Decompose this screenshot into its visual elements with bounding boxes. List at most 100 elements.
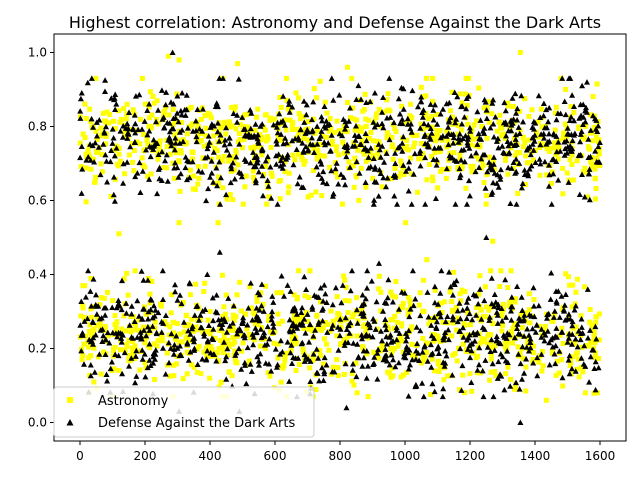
data-point xyxy=(268,115,274,121)
data-point xyxy=(248,368,255,374)
y-tick-label-3: 0.6 xyxy=(28,194,47,208)
data-point xyxy=(508,308,514,314)
data-point xyxy=(119,277,125,284)
data-point xyxy=(455,165,461,170)
data-point xyxy=(258,145,264,151)
data-point xyxy=(540,112,547,119)
data-point xyxy=(451,150,457,156)
data-point xyxy=(239,320,246,326)
data-point xyxy=(102,312,109,318)
data-point xyxy=(170,101,177,107)
data-point xyxy=(167,151,173,157)
data-point xyxy=(594,155,600,161)
data-point xyxy=(136,91,143,98)
data-point xyxy=(126,337,132,343)
data-point xyxy=(310,333,317,339)
data-point xyxy=(162,157,168,164)
data-point xyxy=(437,128,443,133)
data-point xyxy=(130,339,136,344)
data-point xyxy=(209,347,215,353)
data-point xyxy=(483,234,490,240)
data-point xyxy=(290,161,297,168)
data-point xyxy=(455,122,461,128)
data-point xyxy=(284,282,291,288)
data-point xyxy=(109,126,116,132)
data-point xyxy=(174,297,181,303)
data-point xyxy=(253,159,260,165)
data-point xyxy=(217,201,224,207)
data-point xyxy=(86,344,92,350)
data-point xyxy=(490,96,497,103)
data-point xyxy=(504,348,511,354)
data-point xyxy=(508,329,514,335)
data-point xyxy=(124,270,130,276)
data-point xyxy=(205,317,211,323)
data-point xyxy=(242,311,248,317)
data-point xyxy=(330,364,336,370)
data-point xyxy=(474,329,481,336)
data-point xyxy=(587,340,593,346)
data-point xyxy=(149,278,155,284)
data-point xyxy=(505,171,511,177)
data-point xyxy=(357,141,364,147)
data-point xyxy=(191,364,197,370)
data-point xyxy=(311,116,317,122)
data-point xyxy=(435,301,442,307)
data-point xyxy=(123,310,130,316)
data-point xyxy=(377,170,384,176)
data-point xyxy=(596,337,602,343)
data-point xyxy=(285,190,291,196)
data-point xyxy=(107,158,114,165)
data-point xyxy=(589,322,595,328)
data-point xyxy=(193,133,200,140)
data-point xyxy=(152,377,158,382)
data-point xyxy=(154,343,160,349)
data-point xyxy=(524,160,530,166)
data-point xyxy=(343,153,350,160)
data-point xyxy=(129,345,135,351)
data-point xyxy=(435,333,441,339)
data-point xyxy=(531,297,537,303)
data-point xyxy=(223,329,230,335)
data-point xyxy=(473,305,479,311)
data-point xyxy=(584,194,590,200)
data-point xyxy=(146,176,153,182)
data-point xyxy=(124,120,131,127)
data-point xyxy=(585,343,591,349)
data-point xyxy=(579,82,586,89)
data-point xyxy=(236,130,242,136)
data-point xyxy=(553,116,560,123)
data-point xyxy=(538,351,545,357)
data-point xyxy=(522,182,528,187)
data-point xyxy=(587,307,593,312)
data-point xyxy=(343,404,350,411)
data-point xyxy=(479,336,485,342)
data-point xyxy=(505,103,511,109)
data-point xyxy=(334,294,340,300)
data-point xyxy=(352,137,359,143)
data-point xyxy=(532,329,539,335)
data-point xyxy=(574,366,580,372)
data-point xyxy=(111,118,116,124)
data-point xyxy=(478,307,484,313)
data-point xyxy=(214,128,221,135)
data-point xyxy=(259,163,265,169)
data-point xyxy=(427,162,432,167)
data-point xyxy=(441,363,448,369)
data-point xyxy=(577,151,584,158)
data-point xyxy=(320,377,327,383)
data-point xyxy=(495,184,502,190)
data-point xyxy=(545,118,552,125)
data-point xyxy=(220,314,226,319)
data-point xyxy=(268,368,275,374)
data-point xyxy=(400,288,406,294)
data-point xyxy=(462,289,468,294)
data-point xyxy=(259,172,266,179)
data-point xyxy=(270,329,277,335)
data-point xyxy=(562,121,568,127)
data-point xyxy=(376,355,382,361)
data-point xyxy=(279,318,285,324)
data-point xyxy=(290,331,296,337)
data-point xyxy=(111,174,117,180)
data-point xyxy=(297,126,304,132)
